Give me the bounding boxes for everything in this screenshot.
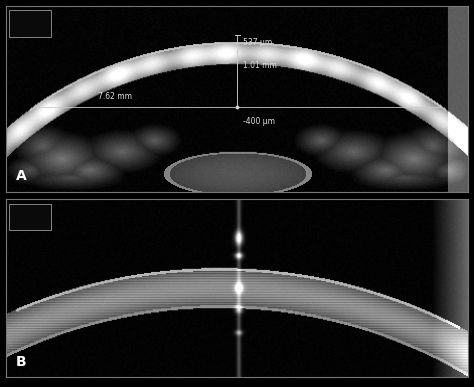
Text: 7.62 mm: 7.62 mm [98, 92, 132, 101]
Text: 5.0°: 5.0° [25, 29, 35, 34]
FancyBboxPatch shape [9, 204, 52, 229]
Text: 5.0°: 5.0° [25, 221, 35, 226]
FancyBboxPatch shape [9, 10, 52, 38]
Text: B: B [16, 355, 27, 369]
Text: -400 μm: -400 μm [243, 117, 275, 126]
Text: A: A [16, 169, 27, 183]
Text: 1.01 mm: 1.01 mm [243, 61, 277, 70]
Text: 537 μm: 537 μm [243, 38, 272, 47]
